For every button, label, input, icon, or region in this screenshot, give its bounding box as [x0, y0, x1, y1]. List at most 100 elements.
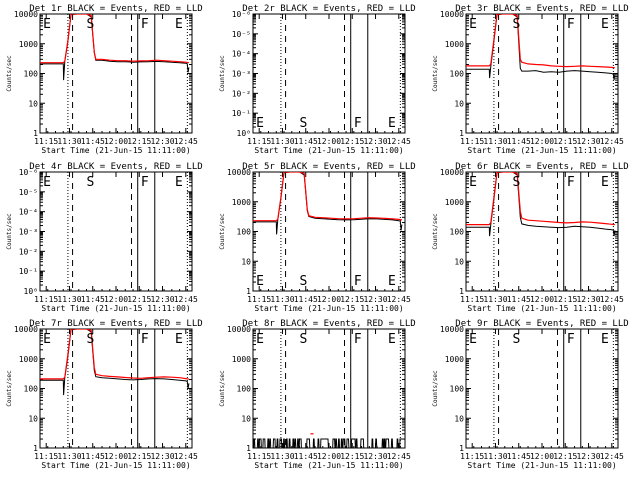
x-tick-label: 12:00 [104, 452, 128, 461]
panel-title: Det 8r BLACK = Events, RED = LLD [242, 319, 415, 329]
y-tick-label: 10⁻⁶ [232, 10, 251, 19]
region-letter: E [256, 116, 264, 131]
region-letter: F [567, 17, 575, 32]
x-tick-label: 11:45 [294, 295, 318, 304]
plot-frame [252, 171, 406, 292]
y-axis-label: Counts/sec [219, 370, 226, 407]
plot-frame [252, 13, 406, 134]
region-letter: S [513, 332, 521, 347]
series-group [253, 172, 403, 235]
y-tick-label: 10⁻² [19, 247, 38, 256]
y-axis-label: Counts/sec [6, 55, 13, 92]
y-tick-label: 10⁻⁶ [19, 168, 38, 177]
y-tick-label: 100 [237, 228, 252, 237]
region-letter: S [300, 274, 308, 289]
y-tick-label: 10⁻² [232, 89, 251, 98]
region-letter: E [388, 332, 396, 347]
y-tick-label: 1 [246, 444, 251, 453]
y-tick-label: 10000 [440, 10, 464, 19]
y-tick-label: 100 [450, 228, 465, 237]
plot-frame [465, 13, 619, 134]
panel-title: Det 1r BLACK = Events, RED = LLD [29, 4, 202, 14]
y-axis-label: Counts/sec [6, 370, 13, 407]
region-letter: E [256, 332, 264, 347]
region-letter: E [469, 17, 477, 32]
events-series-line [466, 14, 616, 81]
x-tick-label: 11:15 [247, 295, 271, 304]
panel-det-5: Det 5r BLACK = Events, RED = LLD Counts/s… [219, 162, 416, 313]
x-tick-label: 11:45 [81, 137, 105, 146]
y-tick-label: 10 [454, 414, 464, 423]
y-tick-label: 1 [33, 444, 38, 453]
y-tick-label: 10000 [14, 325, 38, 334]
region-letter: S [300, 332, 308, 347]
x-tick-label: 12:15 [553, 452, 577, 461]
panel-title: Det 9r BLACK = Events, RED = LLD [455, 319, 628, 329]
region-letter: F [141, 332, 149, 347]
y-axis-label: Counts/sec [432, 55, 439, 92]
x-axis-label: Start Time (21-Jun-15 11:11:00) [41, 146, 190, 155]
events-series-line [40, 329, 190, 396]
y-axis-label: Counts/sec [6, 213, 13, 250]
series-group [466, 14, 616, 81]
panel-title: Det 6r BLACK = Events, RED = LLD [455, 162, 628, 172]
x-tick-label: 11:30 [57, 295, 81, 304]
x-tick-label: 11:45 [294, 137, 318, 146]
region-letter: F [141, 175, 149, 190]
lld-series-line [40, 329, 190, 380]
x-tick-label: 12:15 [127, 452, 151, 461]
x-tick-label: 11:30 [57, 137, 81, 146]
x-tick-label: 11:45 [294, 452, 318, 461]
y-tick-label: 10⁻⁵ [232, 30, 251, 39]
region-letter: F [354, 116, 362, 131]
series-group [253, 433, 403, 448]
y-tick-label: 100 [237, 385, 252, 394]
x-axis-label: Start Time (21-Jun-15 11:11:00) [467, 304, 616, 313]
x-tick-label: 12:00 [530, 137, 554, 146]
series-group [40, 329, 190, 396]
panel-title: Det 5r BLACK = Events, RED = LLD [242, 162, 415, 172]
panel-title: Det 3r BLACK = Events, RED = LLD [455, 4, 628, 14]
x-tick-label: 11:15 [34, 137, 58, 146]
x-tick-label: 11:30 [483, 452, 507, 461]
region-letter: E [43, 332, 51, 347]
x-tick-label: 11:15 [247, 137, 271, 146]
region-letter: F [354, 274, 362, 289]
x-tick-label: 11:30 [270, 295, 294, 304]
plot-frame [39, 13, 193, 134]
series-group [466, 172, 616, 237]
region-letter: E [388, 116, 396, 131]
x-tick-label: 11:45 [81, 295, 105, 304]
plot-frame [39, 328, 193, 449]
x-tick-label: 12:45 [387, 137, 411, 146]
y-tick-label: 10 [28, 414, 38, 423]
x-tick-label: 12:45 [600, 295, 624, 304]
x-tick-label: 11:45 [81, 452, 105, 461]
y-tick-label: 100 [450, 385, 465, 394]
y-tick-label: 1000 [19, 355, 38, 364]
panel-det-8: Det 8r BLACK = Events, RED = LLD Counts/s… [219, 319, 416, 470]
y-tick-label: 10000 [14, 10, 38, 19]
x-tick-label: 12:30 [576, 137, 600, 146]
lld-series-line [253, 172, 402, 222]
events-series-line [253, 172, 403, 235]
x-tick-label: 12:30 [576, 295, 600, 304]
x-tick-label: 12:45 [600, 137, 624, 146]
x-axis-label: Start Time (21-Jun-15 11:11:00) [254, 461, 403, 470]
x-axis-label: Start Time (21-Jun-15 11:11:00) [467, 461, 616, 470]
x-tick-label: 12:30 [363, 452, 387, 461]
y-tick-label: 10 [454, 99, 464, 108]
y-tick-label: 10⁻⁴ [232, 50, 251, 59]
x-tick-label: 12:15 [553, 295, 577, 304]
x-tick-label: 11:15 [460, 137, 484, 146]
x-tick-label: 12:30 [150, 295, 174, 304]
y-tick-label: 10⁻³ [19, 228, 38, 237]
panel-det-4: Det 4r BLACK = Events, RED = LLD Counts/s… [6, 162, 203, 313]
region-letter: E [469, 175, 477, 190]
y-tick-label: 1 [459, 287, 464, 296]
x-tick-label: 12:00 [104, 137, 128, 146]
x-tick-label: 11:15 [34, 295, 58, 304]
region-letter: S [87, 17, 95, 32]
region-letter: E [256, 274, 264, 289]
lld-series-line [40, 14, 189, 64]
